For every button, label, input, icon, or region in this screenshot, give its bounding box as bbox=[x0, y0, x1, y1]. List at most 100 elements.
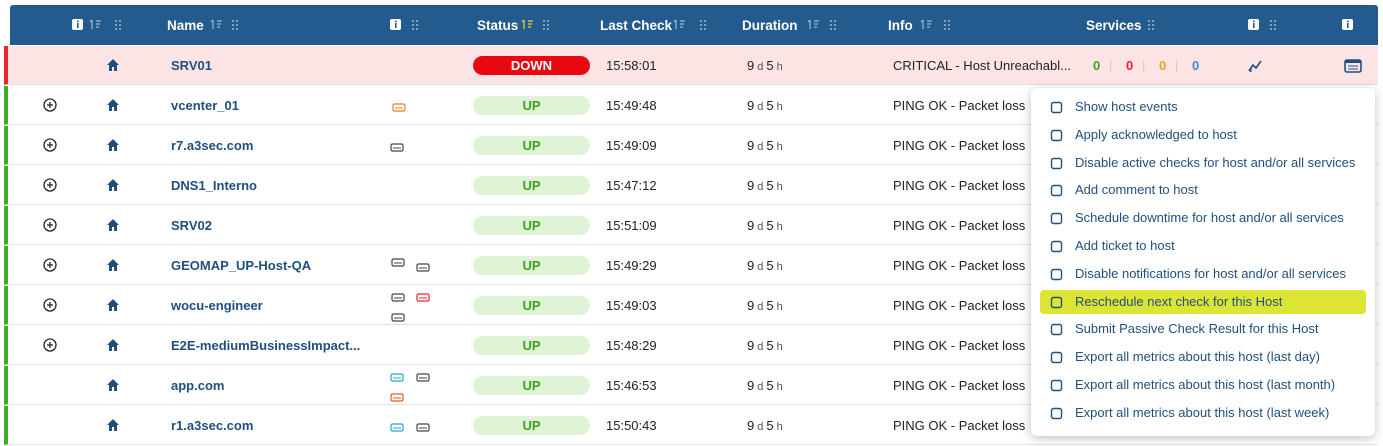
os-icon bbox=[390, 421, 404, 438]
sort-icon bbox=[920, 18, 934, 35]
host-name[interactable]: app.com bbox=[171, 378, 225, 393]
host-name[interactable]: vcenter_01 bbox=[171, 98, 239, 113]
duration-unit: h bbox=[776, 181, 783, 193]
host-row: DNS1_Interno UP 15:47:12 9 d 5 h PING OK - Pack… bbox=[4, 166, 1378, 205]
host-row: app.com UP 15:46:53 9 d 5 h PING OK - Packet lo… bbox=[4, 366, 1378, 405]
menu-item[interactable]: Export all metrics about this host (last… bbox=[1040, 401, 1366, 425]
last-check: 15:51:09 bbox=[606, 218, 657, 233]
table-header: Name Status Last Check Duration Info Services bbox=[10, 5, 1378, 45]
menu-item[interactable]: Apply acknowledged to host bbox=[1040, 123, 1366, 147]
host-icon bbox=[106, 338, 120, 355]
menu-item[interactable]: Add comment to host bbox=[1040, 178, 1366, 202]
menu-item[interactable]: Show host events bbox=[1040, 95, 1366, 119]
service-count: 0 bbox=[1126, 58, 1134, 73]
info-text: CRITICAL - Host Unreachabl... bbox=[893, 58, 1071, 73]
host-icon bbox=[106, 138, 120, 155]
duration-unit: d bbox=[757, 221, 764, 233]
column-header[interactable]: Info bbox=[888, 18, 913, 33]
duration-unit: d bbox=[757, 381, 764, 393]
column-header[interactable]: Last Check bbox=[600, 18, 673, 33]
menu-icon bbox=[1050, 212, 1063, 225]
duration-value: 5 bbox=[766, 258, 774, 273]
host-icon bbox=[106, 418, 120, 435]
status-badge: UP bbox=[473, 416, 590, 435]
duration-unit: h bbox=[776, 421, 783, 433]
column-header[interactable]: Duration bbox=[742, 18, 798, 33]
menu-item[interactable]: Add ticket to host bbox=[1040, 234, 1366, 258]
menu-item[interactable]: Export all metrics about this host (last… bbox=[1040, 345, 1366, 369]
status-badge: DOWN bbox=[473, 56, 590, 75]
duration-value: 5 bbox=[766, 338, 774, 353]
separator: | bbox=[1142, 58, 1146, 73]
os-icon bbox=[390, 391, 404, 408]
host-name[interactable]: E2E-mediumBusinessImpact... bbox=[171, 338, 361, 353]
os-icon bbox=[416, 261, 430, 278]
column-header[interactable]: Services bbox=[1086, 18, 1142, 33]
service-count: 0 bbox=[1159, 58, 1167, 73]
menu-item[interactable]: Export all metrics about this host (last… bbox=[1040, 373, 1366, 397]
duration-value: 5 bbox=[766, 418, 774, 433]
column-header[interactable]: Name bbox=[167, 18, 204, 33]
os-icon bbox=[416, 421, 430, 438]
menu-icon bbox=[1050, 185, 1063, 197]
host-icon bbox=[106, 58, 120, 75]
host-row: SRV01 DOWN 15:58:01 9 d 5 h CRITICAL - Host Unr… bbox=[4, 46, 1378, 85]
info-text: PING OK - Packet loss bbox=[893, 178, 1026, 193]
duration-value: 9 bbox=[747, 418, 755, 433]
duration-unit: h bbox=[776, 261, 783, 273]
host-name[interactable]: GEOMAP_UP-Host-QA bbox=[171, 258, 312, 273]
info-icon bbox=[1341, 18, 1354, 34]
menu-item[interactable]: Disable active checks for host and/or al… bbox=[1040, 151, 1366, 175]
expand-button bbox=[43, 98, 57, 115]
sort-icon bbox=[210, 18, 224, 35]
last-check: 15:49:29 bbox=[606, 258, 657, 273]
os-icon bbox=[392, 101, 406, 118]
status-badge: UP bbox=[473, 96, 590, 115]
host-icon bbox=[106, 98, 120, 115]
os-icon bbox=[416, 291, 430, 308]
menu-item[interactable]: Disable notifications for host and/or al… bbox=[1040, 262, 1366, 286]
last-check: 15:58:01 bbox=[606, 58, 657, 73]
duration-unit: d bbox=[757, 421, 764, 433]
menu-item[interactable]: Submit Passive Check Result for this Hos… bbox=[1040, 317, 1366, 341]
host-name[interactable]: SRV01 bbox=[171, 58, 212, 73]
host-name[interactable]: SRV02 bbox=[171, 218, 212, 233]
host-name[interactable]: r1.a3sec.com bbox=[171, 418, 254, 433]
menu-icon bbox=[1050, 240, 1063, 253]
host-row: SRV02 UP 15:51:09 9 d 5 h PING OK - Packet loss bbox=[4, 206, 1378, 245]
column-header[interactable]: Status bbox=[477, 18, 519, 33]
host-name[interactable]: DNS1_Interno bbox=[171, 178, 257, 193]
host-name[interactable]: r7.a3sec.com bbox=[171, 138, 254, 153]
drag-handle bbox=[698, 18, 708, 35]
status-badge: UP bbox=[473, 136, 590, 155]
duration-value: 9 bbox=[747, 58, 755, 73]
status-badge: UP bbox=[473, 256, 590, 275]
host-row: wocu-engineer UP 15:49:03 9 d 5 h PING OK - Pac… bbox=[4, 286, 1378, 325]
menu-item[interactable]: Schedule downtime for host and/or all se… bbox=[1040, 206, 1366, 230]
separator: | bbox=[1109, 58, 1113, 73]
expand-button bbox=[43, 298, 57, 315]
info-icon bbox=[389, 18, 402, 34]
menu-item[interactable]: Reschedule next check for this Host bbox=[1040, 289, 1366, 314]
info-icon bbox=[1247, 18, 1260, 34]
duration-value: 5 bbox=[766, 98, 774, 113]
os-icon bbox=[391, 291, 405, 308]
duration-unit: h bbox=[776, 341, 783, 353]
drag-handle bbox=[828, 18, 838, 35]
separator: | bbox=[1175, 58, 1179, 73]
duration-value: 9 bbox=[747, 338, 755, 353]
service-count: 0 bbox=[1192, 58, 1200, 73]
duration-unit: d bbox=[757, 261, 764, 273]
duration-unit: d bbox=[757, 61, 764, 73]
host-icon bbox=[106, 378, 120, 395]
host-name[interactable]: wocu-engineer bbox=[171, 298, 263, 313]
duration-value: 9 bbox=[747, 98, 755, 113]
info-text: PING OK - Packet loss bbox=[893, 138, 1026, 153]
host-icon bbox=[106, 178, 120, 195]
